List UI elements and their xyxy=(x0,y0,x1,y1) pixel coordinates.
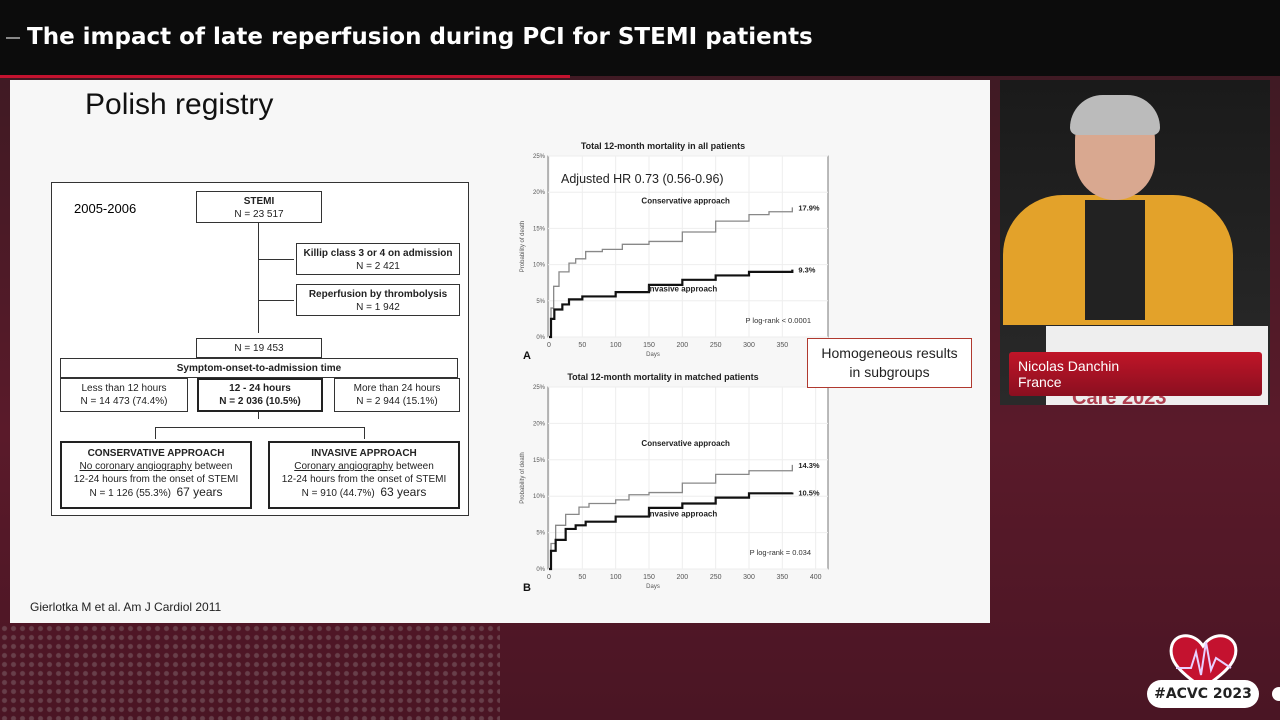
x-tick-label: 400 xyxy=(810,574,822,581)
gt24-box: More than 24 hours N = 2 944 (15.1%) xyxy=(334,378,460,412)
speaker-shirt xyxy=(1085,200,1145,320)
x-tick-label: 300 xyxy=(743,574,755,581)
x-tick-label: 100 xyxy=(610,342,622,349)
x-tick-label: 200 xyxy=(676,342,688,349)
x-axis-label: Days xyxy=(646,584,660,590)
speaker-name: Nicolas Danchin xyxy=(1018,358,1120,374)
y-tick-label: 20% xyxy=(533,190,546,196)
h12-24-box: 12 - 24 hours N = 2 036 (10.5%) xyxy=(197,378,323,412)
y-tick-label: 15% xyxy=(533,458,546,464)
y-tick-label: 25% xyxy=(533,154,546,160)
end-value-label: 17.9% xyxy=(798,203,820,212)
lt12-box: Less than 12 hours N = 14 473 (74.4%) xyxy=(60,378,188,412)
plot-frame xyxy=(547,155,829,338)
series-label: Invasive approach xyxy=(647,510,717,519)
y-tick-label: 0% xyxy=(536,335,545,341)
x-tick-label: 150 xyxy=(643,574,655,581)
km-charts: 0 50 100 150 200 250 300 350 0% 5% 10% 15% 20% 25% Tot… xyxy=(520,141,829,594)
x-tick-label: 300 xyxy=(743,342,755,349)
conservative-box: CONSERVATIVE APPROACH No coronary angiogr… xyxy=(60,441,252,509)
km-curve xyxy=(549,207,793,338)
x-tick-label: 350 xyxy=(776,574,788,581)
title-bar: The impact of late reperfusion during PC… xyxy=(0,0,1280,76)
end-value-label: 9.3% xyxy=(798,266,815,275)
y-axis-label: Probability of death xyxy=(520,452,526,503)
y-tick-label: 20% xyxy=(533,421,546,427)
background-pattern xyxy=(0,624,500,720)
video-title: The impact of late reperfusion during PC… xyxy=(27,24,813,50)
killip-box: Killip class 3 or 4 on admission N = 2 42… xyxy=(296,243,460,275)
x-tick-label: 250 xyxy=(710,342,722,349)
end-value-label: 10.5% xyxy=(798,489,820,498)
x-tick-label: 100 xyxy=(610,574,622,581)
km-curve xyxy=(549,269,794,339)
y-tick-label: 0% xyxy=(536,567,545,573)
series-label: Conservative approach xyxy=(641,439,730,448)
y-axis-label: Probability of death xyxy=(520,221,526,272)
panel-label: B xyxy=(523,582,531,594)
km-curve xyxy=(549,464,793,570)
plot-frame xyxy=(547,386,829,570)
progress-accent-line xyxy=(0,75,570,78)
y-tick-label: 25% xyxy=(533,385,546,391)
thrombolysis-box: Reperfusion by thrombolysis N = 1 942 xyxy=(296,284,460,316)
x-tick-label: 50 xyxy=(578,342,586,349)
y-tick-label: 10% xyxy=(533,494,546,500)
chart-title: Total 12-month mortality in all patients xyxy=(581,141,745,151)
x-tick-label: 0 xyxy=(547,342,551,349)
slide-title: Polish registry xyxy=(85,88,274,121)
x-tick-label: 50 xyxy=(578,574,586,581)
y-tick-label: 15% xyxy=(533,226,546,232)
heart-logo-icon xyxy=(1169,634,1238,690)
decoration-dot xyxy=(1272,687,1280,701)
y-tick-label: 10% xyxy=(533,263,546,269)
km-curve xyxy=(549,492,794,571)
p-value: P log-rank < 0.0001 xyxy=(745,316,811,325)
y-tick-label: 5% xyxy=(536,299,545,305)
end-value-label: 14.3% xyxy=(798,461,820,470)
flowchart: 2005-2006 STEMI N = 23 517 Killip class 3… xyxy=(51,182,469,516)
slide: Polish registry 2005-2006 STEMI N = 23 51… xyxy=(10,80,990,623)
x-tick-label: 350 xyxy=(776,342,788,349)
speaker-country: France xyxy=(1018,374,1062,390)
series-label: Invasive approach xyxy=(647,285,717,294)
citation: Gierlotka M et al. Am J Cardiol 2011 xyxy=(30,600,222,614)
panel-label: A xyxy=(523,350,531,362)
chart-title: Total 12-month mortality in matched pati… xyxy=(567,372,758,382)
remaining-box: N = 19 453 xyxy=(196,338,322,358)
x-tick-label: 200 xyxy=(676,574,688,581)
speaker-nameplate: Nicolas Danchin France xyxy=(1009,352,1262,396)
x-axis-label: Days xyxy=(646,352,660,358)
invasive-box: INVASIVE APPROACH Coronary angiography be… xyxy=(268,441,460,509)
x-tick-label: 150 xyxy=(643,342,655,349)
stemi-box: STEMI N = 23 517 xyxy=(196,191,322,223)
callout-box: Homogeneous results in subgroups xyxy=(807,338,972,388)
x-tick-label: 250 xyxy=(710,574,722,581)
x-tick-label: 0 xyxy=(547,574,551,581)
bar-decoration xyxy=(6,37,20,39)
time-header-box: Symptom-onset-to-admission time xyxy=(60,358,458,378)
series-label: Conservative approach xyxy=(641,196,730,205)
hr-annotation: Adjusted HR 0.73 (0.56-0.96) xyxy=(561,172,724,186)
speaker-hair xyxy=(1070,95,1160,135)
y-tick-label: 5% xyxy=(536,531,545,537)
period-label: 2005-2006 xyxy=(74,201,137,216)
p-value: P log-rank = 0.034 xyxy=(750,548,811,557)
hashtag-badge: #ACVC 2023 xyxy=(1147,680,1259,708)
